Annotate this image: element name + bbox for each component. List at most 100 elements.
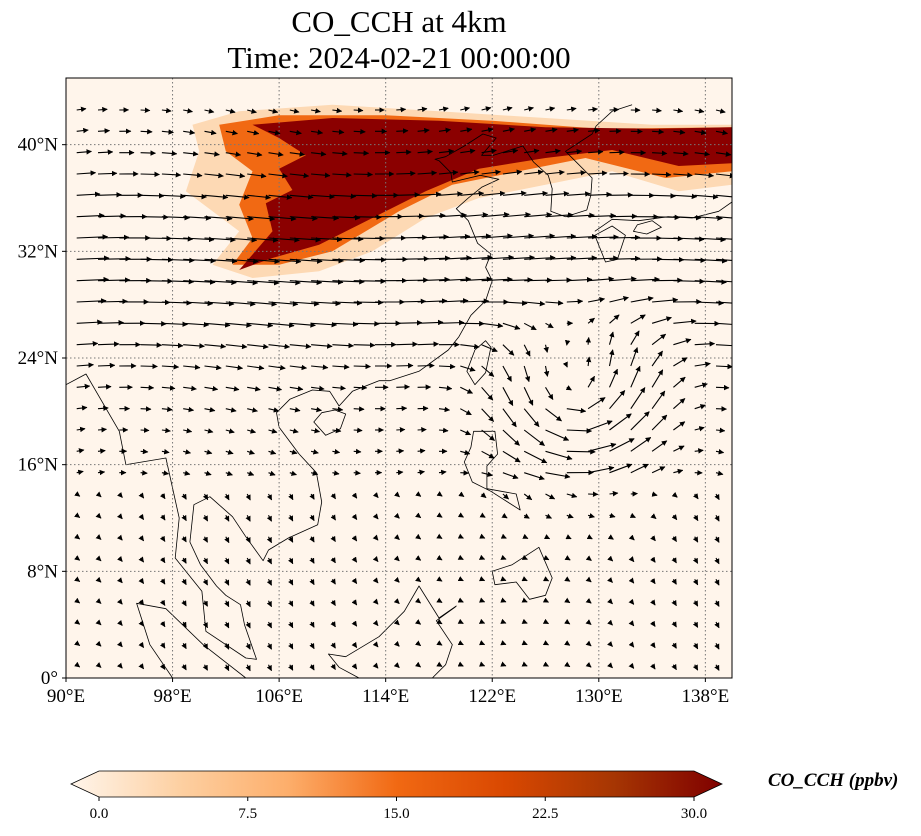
wind-arrow: [438, 276, 472, 283]
wind-arrow: [97, 149, 114, 155]
wind-arrow: [692, 600, 699, 607]
wind-arrow: [247, 386, 261, 392]
wind-arrow: [396, 149, 412, 155]
wind-arrow: [629, 512, 636, 518]
wind-arrow: [268, 428, 278, 434]
wind-arrow: [97, 255, 131, 262]
wind-arrow: [524, 106, 534, 112]
wind-arrow: [671, 557, 677, 564]
wind-arrow: [652, 171, 672, 178]
wind-arrow: [289, 322, 316, 328]
wind-arrow: [245, 621, 251, 629]
wind-arrow: [225, 237, 258, 243]
wind-arrow: [351, 620, 358, 627]
wind-arrow: [289, 428, 299, 434]
wind-arrow: [183, 257, 217, 264]
wind-arrow: [95, 576, 102, 583]
wind-arrow: [289, 194, 314, 200]
wind-arrow: [417, 234, 449, 240]
wind-arrow: [97, 191, 122, 198]
wind-arrow: [460, 429, 472, 436]
wind-arrow: [161, 406, 173, 413]
wind-arrow: [673, 376, 686, 388]
wind-arrow: [609, 314, 620, 324]
wind-arrow: [414, 661, 422, 668]
wind-arrow: [481, 254, 515, 261]
wind-arrow: [457, 618, 464, 624]
wind-arrow: [353, 448, 362, 455]
wind-arrow: [268, 237, 300, 243]
wind-arrow: [460, 233, 492, 239]
wind-arrow: [501, 512, 508, 519]
wind-arrow: [247, 279, 280, 286]
wind-arrow: [332, 470, 340, 476]
wind-arrow: [95, 662, 102, 668]
wind-arrow: [204, 301, 235, 307]
wind-arrow: [74, 619, 81, 625]
wind-arrow: [650, 642, 656, 649]
wind-arrow: [650, 599, 656, 606]
wind-arrow: [353, 427, 363, 433]
map-title: CO_CCH at 4km: [291, 4, 507, 39]
wind-arrow: [652, 193, 676, 199]
wind-arrow: [97, 298, 128, 305]
wind-arrow: [502, 472, 519, 480]
wind-arrow: [266, 600, 272, 608]
wind-arrow: [715, 194, 732, 198]
wind-arrow: [714, 515, 720, 522]
colorbar-label: CO_CCH (ppbv): [768, 770, 899, 791]
wind-arrow: [692, 621, 699, 628]
wind-arrow: [481, 233, 513, 239]
wind-arrow: [417, 427, 427, 433]
wind-arrow: [481, 148, 497, 154]
wind-arrow: [438, 148, 455, 155]
wind-arrow: [566, 298, 584, 305]
wind-arrow: [566, 407, 587, 414]
wind-arrow: [628, 577, 635, 584]
wind-arrow: [116, 598, 123, 605]
wind-arrow: [481, 386, 494, 401]
wind-arrow: [204, 108, 215, 114]
wind-arrow: [224, 643, 230, 650]
wind-arrow: [457, 533, 464, 539]
wind-arrow: [692, 536, 699, 543]
wind-arrow: [396, 469, 404, 476]
wind-arrow: [183, 193, 208, 200]
wind-arrow: [330, 535, 336, 542]
wind-arrow: [204, 237, 236, 243]
wind-arrow: [524, 300, 546, 307]
wind-arrow: [140, 321, 167, 327]
wind-arrow: [225, 364, 244, 371]
wind-arrow: [652, 297, 679, 303]
colorbar: [70, 770, 723, 801]
wind-arrow: [97, 277, 131, 283]
wind-arrow: [351, 492, 358, 499]
wind-arrow: [97, 405, 109, 412]
wind-arrow: [588, 106, 598, 113]
wind-arrow: [609, 512, 616, 519]
wind-arrow: [247, 215, 276, 222]
wind-arrow: [396, 384, 410, 390]
wind-arrow: [372, 577, 379, 584]
wind-arrow: [268, 194, 293, 200]
wind-arrow: [438, 319, 465, 326]
wind-arrow: [225, 258, 259, 264]
wind-arrow: [481, 408, 495, 422]
wind-arrow: [414, 597, 422, 604]
wind-arrow: [436, 640, 443, 646]
wind-arrow: [332, 257, 366, 264]
wind-arrow: [694, 361, 711, 367]
wind-arrow: [436, 661, 443, 667]
wind-arrow: [694, 172, 715, 179]
wind-arrow: [609, 490, 619, 497]
wind-arrow: [523, 344, 531, 357]
wind-arrow: [481, 344, 498, 352]
coast-shikoku: [633, 220, 662, 235]
wind-arrow: [521, 597, 528, 603]
wind-arrow: [393, 534, 400, 541]
wind-arrow: [76, 106, 87, 113]
wind-arrow: [95, 598, 102, 604]
wind-arrow: [393, 576, 400, 583]
wind-arrow: [502, 277, 533, 283]
wind-arrow: [76, 170, 97, 176]
